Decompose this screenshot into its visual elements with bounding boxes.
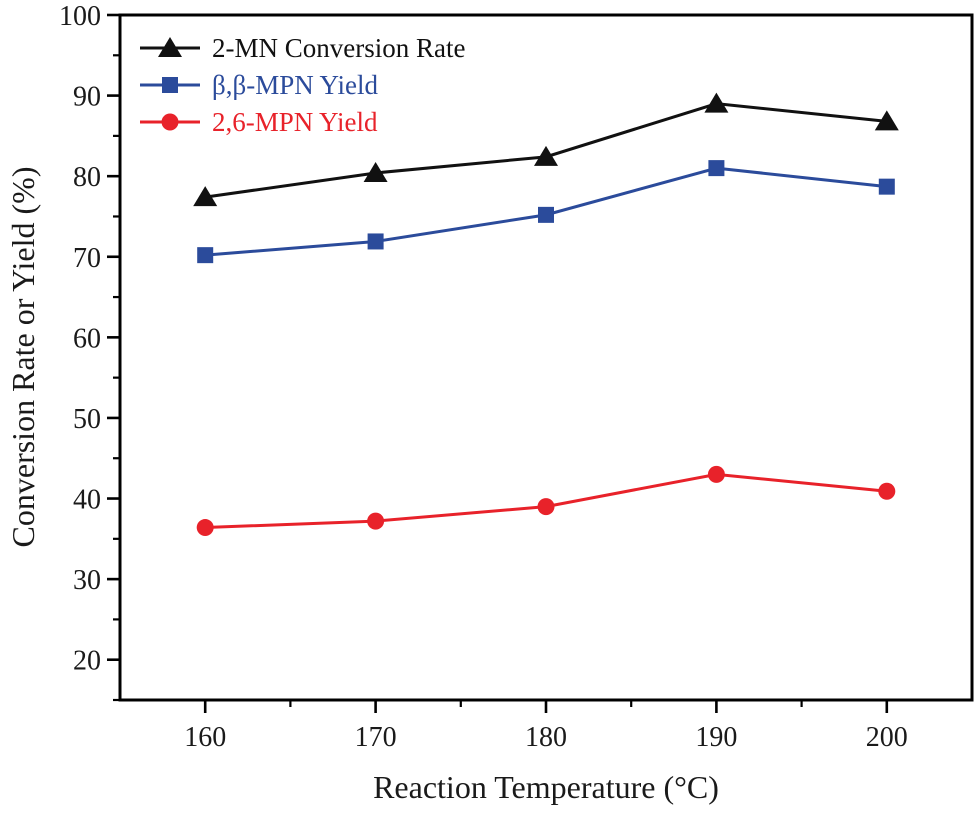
data-point-marker — [162, 77, 178, 93]
y-tick-label: 50 — [73, 404, 101, 435]
data-point-marker — [878, 178, 895, 195]
plot-border — [118, 13, 974, 702]
data-point-marker — [707, 465, 725, 483]
data-point-marker — [874, 110, 899, 131]
plot-series — [193, 92, 899, 537]
data-point-marker — [363, 161, 388, 182]
data-point-marker — [158, 37, 182, 57]
y-tick-label: 90 — [73, 82, 101, 113]
y-tick-label: 20 — [73, 646, 101, 677]
data-point-marker — [197, 247, 214, 264]
legend-label: 2,6-MPN Yield — [212, 107, 378, 137]
y-tick-label: 30 — [73, 565, 101, 596]
data-point-marker — [537, 498, 555, 516]
legend-label: 2-MN Conversion Rate — [212, 33, 465, 63]
data-point-marker — [161, 113, 179, 131]
x-tick-label: 200 — [866, 722, 908, 753]
plot-frame — [118, 13, 974, 702]
data-point-marker — [704, 92, 729, 113]
data-point-marker — [193, 186, 218, 207]
legend: 2-MN Conversion Rate β,β-MPN Yield 2,6-MPN… — [140, 33, 465, 137]
y-tick-label: 70 — [73, 243, 101, 274]
data-point-marker — [534, 145, 558, 166]
x-tick-label: 170 — [355, 722, 397, 753]
x-axis-title: Reaction Temperature (°C) — [373, 769, 719, 805]
data-point-marker — [196, 519, 214, 537]
x-tick-label: 190 — [695, 722, 737, 753]
data-point-marker — [878, 482, 896, 500]
data-point-marker — [367, 512, 385, 530]
y-tick-label: 80 — [73, 162, 101, 193]
data-point-marker — [367, 233, 384, 250]
y-tick-label: 100 — [59, 1, 101, 32]
data-point-marker — [538, 206, 554, 223]
x-tick-label: 160 — [184, 722, 226, 753]
legend-label: β,β-MPN Yield — [212, 70, 378, 100]
x-tick-label: 180 — [525, 722, 567, 753]
plot-ticks: 160 170 180 190 200 20 30 40 50 60 70 80 90 100 — [59, 1, 908, 753]
data-point-marker — [708, 160, 725, 177]
y-tick-label: 60 — [73, 323, 101, 354]
y-tick-label: 40 — [73, 485, 101, 516]
y-axis-title: Conversion Rate or Yield (%) — [5, 167, 41, 548]
